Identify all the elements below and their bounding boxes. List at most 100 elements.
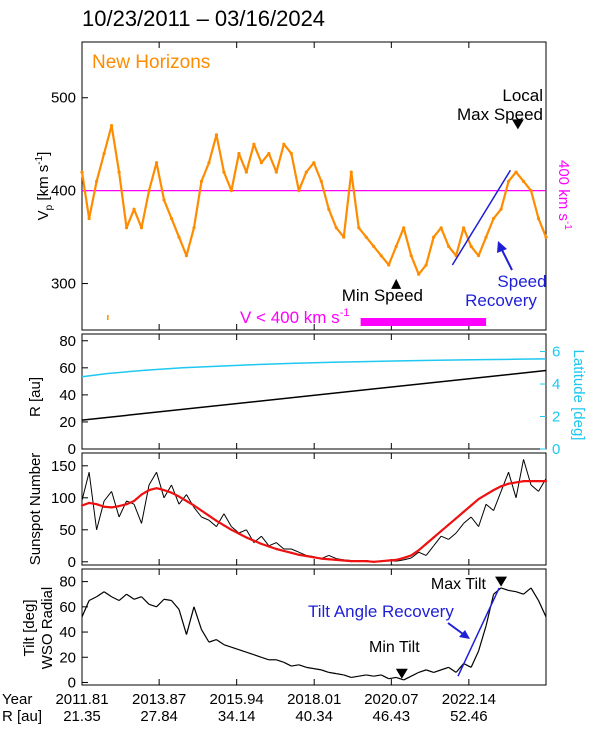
tilt-segment (163, 598, 172, 602)
sunspot-smoothed-segment (177, 495, 188, 503)
speed-segment (155, 161, 166, 202)
speed-point (394, 244, 398, 248)
sunspot-monthly-segment (508, 472, 517, 498)
x-tick-label-year: 2011.81 (55, 691, 108, 708)
y-tick-label: 60 (59, 360, 76, 377)
speed-segment (80, 170, 91, 220)
sunspot-monthly-segment (433, 535, 442, 547)
speed-segment (395, 226, 405, 248)
sunspot-smoothed-segment (260, 542, 270, 548)
speed-point (102, 151, 106, 156)
speed-x-ticks (81, 42, 470, 330)
tilt-y-label-line2: WSO Radial (39, 587, 56, 670)
tilt-segment (193, 606, 203, 630)
speed-segment (95, 152, 106, 183)
panel-tilt: 0 20 40 60 80 Tilt [deg] WSO Radial Max Tilt… (21, 568, 547, 691)
y-tick-label: 400 (51, 183, 76, 200)
sunspot-monthly-segment (201, 516, 210, 521)
speed-segment (260, 152, 270, 164)
sunspot-monthly-segment (530, 484, 539, 492)
sunspot-smoothed-segment (395, 556, 405, 561)
speed-segment (117, 170, 128, 229)
tilt-segment (425, 669, 434, 673)
y-tick-label: 50 (59, 522, 76, 539)
sunspot-monthly-segment (276, 542, 285, 550)
speed-recovery-arrow-shaft (501, 249, 513, 271)
sunspot-monthly-segment (328, 554, 337, 560)
sunspot-smoothed-segment (440, 523, 450, 533)
speed-point (192, 226, 196, 230)
speed-point (304, 170, 308, 174)
sunspot-smoothed-segment (462, 504, 473, 513)
sunspot-monthly-segment (410, 551, 419, 559)
speed-point (124, 226, 129, 230)
y-tick-label: 500 (51, 90, 76, 107)
speed-point (327, 207, 331, 211)
speed-point (424, 263, 428, 267)
speed-segment (499, 180, 510, 211)
sunspot-smoothed-segment (290, 551, 300, 556)
sunspot-smoothed-segment (275, 547, 285, 553)
sunspot-monthly-segment (111, 491, 120, 518)
y-tick-label: 0 (68, 441, 76, 458)
x-tick-label-year: 2022.14 (442, 691, 496, 708)
panel-sunspots: 0 50 100 150 Sunspot Number (27, 452, 548, 571)
speed-segment (335, 226, 345, 239)
tilt-segment (238, 649, 247, 653)
sunspot-smoothed-segment (95, 503, 106, 508)
speed-point (267, 151, 271, 156)
y-tick-label: 80 (59, 574, 76, 591)
tilt-segment (156, 598, 165, 608)
tilt-segment (478, 625, 487, 652)
speed-point (274, 170, 278, 174)
tilt-segment (351, 675, 359, 679)
speed-point (469, 244, 473, 248)
x-tick-label-r: 27.84 (140, 708, 178, 725)
speed-segment (387, 245, 398, 267)
speed-segment (492, 208, 503, 220)
slow-wind-label-exp: -1 (340, 307, 350, 319)
sunspot-smoothed-segment (484, 489, 495, 496)
x-axis-year-label: Year (2, 691, 32, 708)
speed-point (132, 207, 136, 211)
speed-point (207, 161, 211, 165)
y-tick-label: 80 (59, 333, 76, 350)
tilt-segment (291, 664, 299, 667)
tilt-segment (537, 600, 547, 618)
tilt-segment (88, 596, 97, 602)
speed-segment (327, 208, 338, 229)
tilt-segment (358, 674, 367, 677)
tilt-segment (530, 587, 540, 601)
speed-segment (455, 226, 465, 257)
sunspot-smoothed-segment (297, 553, 308, 558)
sunspot-smoothed-segment (320, 557, 330, 561)
tilt-segment (118, 593, 127, 601)
x-tick-label-year: 2013.87 (132, 691, 186, 708)
tilt-segment (321, 669, 329, 673)
tilt-segment (313, 668, 322, 671)
speed-segment (342, 170, 353, 239)
tilt-segment (418, 669, 427, 673)
tilt-segment (200, 629, 210, 643)
speed-point (387, 263, 391, 267)
sunspot-smoothed-segment (499, 482, 510, 488)
sunspot-smoothed-segment (88, 501, 98, 506)
sunspot-smoothed-segment (155, 487, 166, 492)
tilt-y-axis: 0 20 40 60 80 (59, 574, 88, 691)
speed-point (544, 235, 548, 239)
y-tick-label: 60 (59, 599, 76, 616)
sunspot-monthly-segment (88, 472, 98, 530)
tilt-segment (185, 606, 195, 635)
speed-point (349, 170, 353, 174)
latitude-y-axis: 0 2 4 6 (540, 344, 560, 458)
speed-recovery-label-line1: Speed (497, 272, 546, 291)
speed-data (80, 124, 548, 276)
sunspot-smoothed-segment (230, 528, 241, 535)
speed-point (476, 254, 481, 258)
speed-point (342, 235, 346, 239)
sunspot-monthly-series (81, 459, 547, 563)
sunspot-monthly-segment (448, 532, 457, 540)
speed-point (177, 235, 181, 239)
speed-y-label-close: ] (35, 152, 52, 156)
